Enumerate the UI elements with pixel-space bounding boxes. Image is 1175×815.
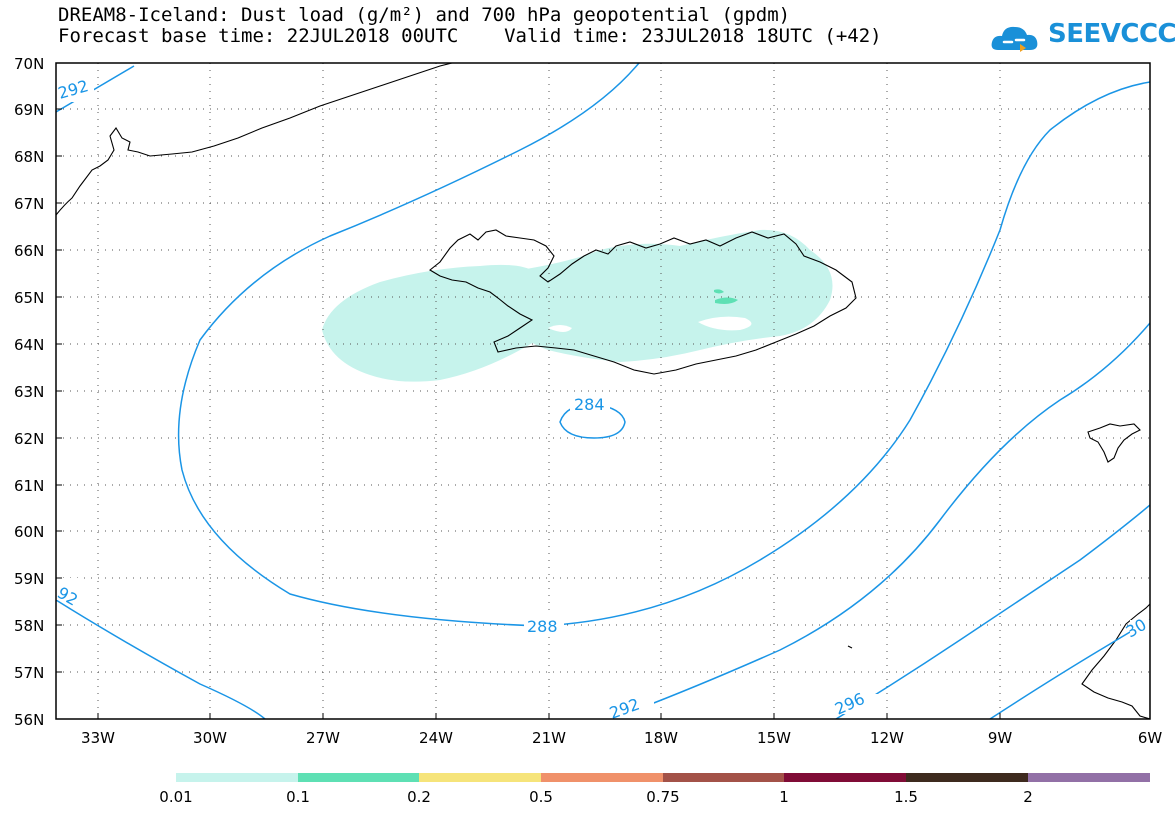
coastlines <box>56 63 1150 719</box>
contour-label: 284 <box>574 395 605 414</box>
tick-marks <box>56 62 1001 720</box>
colorbar-swatch <box>298 773 419 782</box>
coast-rockall <box>847 645 853 649</box>
colorbar: 0.01 0.1 0.2 0.5 0.75 1 1.5 2 <box>159 773 1150 806</box>
colorbar-label: 0.75 <box>646 788 679 806</box>
coast-greenland-east <box>56 63 453 216</box>
lat-label: 58N <box>14 617 44 635</box>
lon-label: 33W <box>81 729 115 747</box>
coast-iceland <box>429 229 857 375</box>
lat-label: 64N <box>14 336 44 354</box>
lat-label: 69N <box>14 101 44 119</box>
colorbar-label: 0.2 <box>407 788 431 806</box>
lat-label: 56N <box>14 711 44 729</box>
dust-area-iceland <box>508 229 833 362</box>
lat-label: 60N <box>14 523 44 541</box>
lon-label: 30W <box>193 729 227 747</box>
colorbar-label: 1.5 <box>894 788 918 806</box>
lon-label: 9W <box>988 729 1013 747</box>
dust-area-west <box>322 264 547 382</box>
lat-label: 57N <box>14 664 44 682</box>
colorbar-swatch <box>1028 773 1150 782</box>
lon-label: 27W <box>306 729 340 747</box>
contour-288 <box>177 63 1150 627</box>
dust-patch-mid <box>715 297 738 304</box>
lon-label: 15W <box>757 729 791 747</box>
lon-label: 12W <box>870 729 904 747</box>
lat-label: 61N <box>14 477 44 495</box>
lon-label: 24W <box>419 729 453 747</box>
lon-label: 21W <box>532 729 566 747</box>
lat-label: 68N <box>14 148 44 166</box>
lat-label: 67N <box>14 195 44 213</box>
forecast-times: Forecast base time: 22JUL2018 00UTC Vali… <box>58 25 882 47</box>
contour-292-sw <box>56 599 266 719</box>
lat-label: 63N <box>14 383 44 401</box>
colorbar-label: 1 <box>779 788 789 806</box>
colorbar-label: 0.01 <box>159 788 192 806</box>
colorbar-swatch <box>176 773 298 782</box>
coast-faroe <box>1087 423 1141 463</box>
longitude-labels: 33W 30W 27W 24W 21W 18W 15W 12W 9W 6W <box>81 729 1162 747</box>
colorbar-swatch <box>663 773 784 782</box>
contour-label: 288 <box>527 617 558 636</box>
coast-scotland <box>1081 603 1150 719</box>
colorbar-label: 0.5 <box>529 788 553 806</box>
colorbar-swatch <box>906 773 1028 782</box>
map-title: DREAM8-Iceland: Dust load (g/m²) and 700… <box>58 4 791 26</box>
lat-label: 66N <box>14 242 44 260</box>
colorbar-label: 2 <box>1023 788 1033 806</box>
lon-label: 6W <box>1138 729 1163 747</box>
dust-gap-2 <box>548 325 572 332</box>
colorbar-label: 0.1 <box>286 788 310 806</box>
latitude-labels: 70N 69N 68N 67N 66N 65N 64N 63N 62N 61N … <box>14 55 44 729</box>
cloud-icon <box>991 26 1038 52</box>
lat-label: 70N <box>14 55 44 73</box>
dust-gap <box>698 316 752 331</box>
lat-label: 59N <box>14 570 44 588</box>
contour-296 <box>835 504 1150 719</box>
lat-label: 62N <box>14 430 44 448</box>
colorbar-swatch <box>419 773 541 782</box>
colorbar-swatch <box>541 773 663 782</box>
seevccc-logo: SEEVCCC <box>1048 19 1175 49</box>
contour-292-s <box>611 322 1150 719</box>
lat-label: 65N <box>14 289 44 307</box>
colorbar-swatch <box>784 773 906 782</box>
dust-patch-mid-2 <box>714 289 724 294</box>
lon-label: 18W <box>644 729 678 747</box>
